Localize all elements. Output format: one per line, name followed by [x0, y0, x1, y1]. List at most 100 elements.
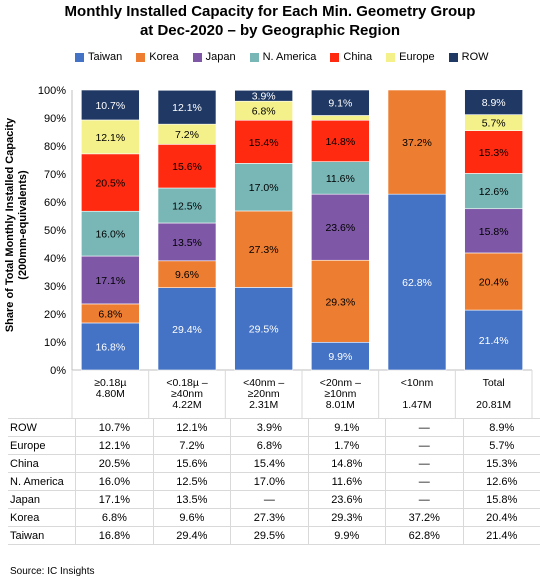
x-tick-label: ≥40nm: [171, 388, 203, 400]
data-table: ROW 10.7% 12.1% 3.9% 9.1% —8.9% Europe 12.1% 7.2…: [8, 418, 540, 545]
legend-item-korea: Korea: [136, 51, 179, 63]
y-axis-title-line2: (200mm-equivalents): [17, 170, 29, 280]
data-label: 13.5%: [172, 237, 202, 249]
x-tick-label: <0.18µ –: [166, 377, 208, 389]
y-tick-label: 80%: [44, 141, 66, 153]
table-cell: 6.8%: [230, 436, 309, 455]
data-label: 15.6%: [172, 161, 202, 173]
legend-label: China: [343, 51, 373, 63]
bar-segment: [464, 173, 523, 210]
table-cell: 5.7%: [462, 436, 540, 455]
bar-segment: [234, 119, 293, 164]
bar-segment: [81, 89, 140, 121]
y-tick-label: 30%: [44, 281, 66, 293]
bar-segment: [387, 89, 447, 195]
bar-segment: [81, 255, 140, 305]
table-cell: 13.5%: [152, 490, 231, 509]
legend-item-china: China: [330, 51, 372, 63]
table-cell: 27.3%: [230, 508, 309, 527]
table-cell: 29.3%: [307, 508, 386, 527]
bar-segment: [234, 287, 293, 371]
legend-swatch: [448, 52, 458, 62]
table-cell: 3.9%: [230, 418, 309, 437]
capacity-label: 4.80M: [96, 388, 125, 400]
table-cell: 15.6%: [152, 454, 231, 473]
table-cell: 9.6%: [152, 508, 231, 527]
legend-item-taiwan: Taiwan: [75, 51, 122, 63]
x-tick-label: ≥0.18µ: [94, 377, 126, 389]
table-cell: 10.7%: [75, 418, 154, 437]
capacity-label: 4.22M: [172, 399, 201, 411]
legend-swatch: [192, 52, 202, 62]
data-label: 16.0%: [95, 229, 125, 241]
legend-label: Europe: [399, 51, 435, 63]
bar-segment: [464, 309, 523, 371]
legend-swatch: [386, 52, 396, 62]
legend-swatch: [330, 52, 340, 62]
capacity-label: 2.31M: [249, 399, 278, 411]
y-tick-label: 90%: [44, 113, 66, 125]
table-cell: —: [385, 490, 463, 509]
table-cell: 12.1%: [75, 436, 154, 455]
data-label: 6.8%: [98, 308, 122, 320]
bar-segment: [464, 89, 523, 115]
table-cell: 9.9%: [307, 526, 386, 545]
table-row-label: Taiwan: [8, 526, 76, 545]
data-label: 37.2%: [402, 137, 432, 149]
table-cell: 62.8%: [385, 526, 463, 545]
legend-item-europe: Europe: [386, 51, 435, 63]
bar-segment: [311, 341, 370, 371]
table-cell: 7.2%: [152, 436, 231, 455]
table-cell: 12.6%: [462, 472, 540, 491]
y-tick-label: 60%: [44, 197, 66, 209]
x-tick-label: Total: [483, 377, 505, 389]
x-tick-label: ≥10nm: [324, 388, 356, 400]
data-label: 9.9%: [328, 351, 352, 363]
y-tick-label: 50%: [44, 225, 66, 237]
legend-label: Korea: [149, 51, 179, 63]
bar-segment: [234, 89, 293, 102]
legend-item-n-america: N. America: [249, 51, 316, 63]
data-label: 62.8%: [402, 277, 432, 289]
table-cell: 17.0%: [230, 472, 309, 491]
chart-title-line2: at Dec-2020 – by Geographic Region: [139, 22, 401, 39]
data-label: 6.8%: [252, 106, 276, 118]
data-label: 12.1%: [95, 132, 125, 144]
table-cell: —: [385, 472, 463, 491]
y-tick-label: 0%: [50, 365, 66, 377]
table-cell: 37.2%: [385, 508, 463, 527]
table-row: Japan 17.1% 13.5% —23.6% —15.8%: [8, 490, 540, 509]
table-cell: 12.1%: [152, 418, 231, 437]
table-row: ROW 10.7% 12.1% 3.9% 9.1% —8.9%: [8, 418, 540, 437]
data-label: 9.6%: [175, 269, 199, 281]
chart-plot: 0% 10% 20% 30% 40% 50% 60% 70% 80% 90% 100% 16.8% 6.…: [38, 85, 533, 418]
x-tick-label: ≥20nm: [248, 388, 280, 400]
table-cell: 29.4%: [152, 526, 231, 545]
table-cell: 17.1%: [75, 490, 154, 509]
bar-segment: [234, 163, 293, 212]
legend-item-row: ROW: [448, 51, 489, 63]
data-label: 29.4%: [172, 324, 202, 336]
y-tick-label: 40%: [44, 253, 66, 265]
table-row-label: China: [8, 454, 76, 473]
table-row-label: Europe: [8, 436, 76, 455]
bar-segment: [157, 89, 217, 125]
bar-segment: [464, 252, 523, 311]
table-cell: 9.1%: [307, 418, 386, 437]
x-tick-label: <10nm: [401, 377, 434, 389]
data-label: 15.8%: [479, 226, 509, 238]
bar-segment: [157, 222, 217, 262]
data-label: 9.1%: [328, 98, 352, 110]
data-label: 14.8%: [325, 136, 355, 148]
legend-label: Taiwan: [88, 51, 123, 63]
table-row: Taiwan 16.8% 29.4% 29.5% 9.9% 62.8% 21.4%: [8, 526, 540, 545]
table-cell: 6.8%: [75, 508, 154, 527]
bar-segment: [311, 119, 370, 162]
table-cell: 15.3%: [462, 454, 540, 473]
y-tick-label: 100%: [38, 85, 66, 97]
table-cell: 15.8%: [462, 490, 540, 509]
table-cell: 15.4%: [230, 454, 309, 473]
data-label: 20.4%: [479, 277, 509, 289]
data-label: 23.6%: [325, 222, 355, 234]
data-label: 20.5%: [95, 178, 125, 190]
